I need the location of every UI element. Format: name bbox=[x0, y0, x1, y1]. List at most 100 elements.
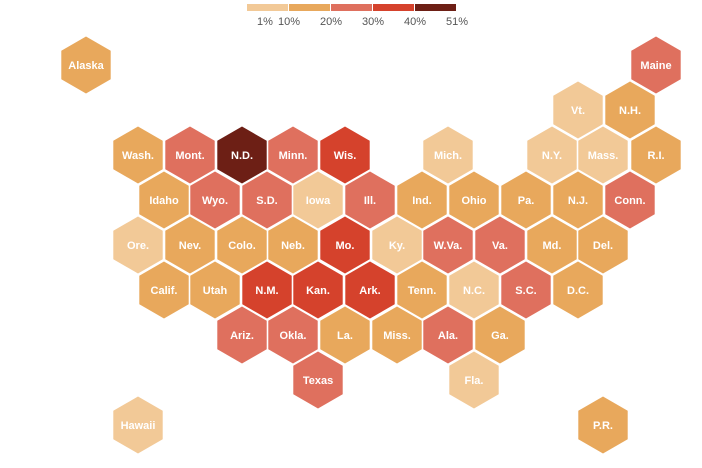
state-tile bbox=[578, 396, 628, 454]
state-label: Okla. bbox=[280, 330, 307, 342]
state-tile bbox=[139, 261, 189, 319]
state-label: D.C. bbox=[567, 285, 589, 297]
state-tile bbox=[268, 126, 318, 184]
state-label: Ark. bbox=[359, 285, 380, 297]
state-label: Va. bbox=[492, 240, 508, 252]
state-label: Kan. bbox=[306, 285, 330, 297]
state-tile bbox=[553, 171, 603, 229]
legend-swatch bbox=[331, 4, 372, 11]
state-tile bbox=[242, 171, 292, 229]
state-label: Minn. bbox=[279, 150, 308, 162]
state-label: Fla. bbox=[465, 375, 484, 387]
state-label: Ga. bbox=[491, 330, 509, 342]
state-tile bbox=[475, 216, 525, 274]
legend-swatch bbox=[289, 4, 330, 11]
state-label: Miss. bbox=[383, 330, 411, 342]
state-tile bbox=[501, 261, 551, 319]
state-label: Colo. bbox=[228, 240, 256, 252]
state-tile bbox=[268, 306, 318, 364]
state-label: Idaho bbox=[149, 195, 179, 207]
state-label: Md. bbox=[543, 240, 562, 252]
state-label: La. bbox=[337, 330, 353, 342]
state-tile bbox=[605, 81, 655, 139]
state-label: Texas bbox=[303, 375, 333, 387]
state-label: N.D. bbox=[231, 150, 253, 162]
state-tile bbox=[397, 261, 447, 319]
state-tile bbox=[372, 306, 422, 364]
state-tile bbox=[190, 171, 240, 229]
state-label: Wis. bbox=[334, 150, 357, 162]
state-label: Nev. bbox=[179, 240, 201, 252]
legend-label: 20% bbox=[320, 16, 342, 28]
state-label: Neb. bbox=[281, 240, 305, 252]
state-label: N.C. bbox=[463, 285, 485, 297]
state-tile bbox=[578, 216, 628, 274]
state-label: Mont. bbox=[175, 150, 204, 162]
state-label: Tenn. bbox=[408, 285, 437, 297]
state-label: Pa. bbox=[518, 195, 535, 207]
state-tile bbox=[293, 351, 343, 409]
legend-label: 40% bbox=[404, 16, 426, 28]
state-label: N.J. bbox=[568, 195, 588, 207]
state-tile bbox=[293, 261, 343, 319]
legend-label: 30% bbox=[362, 16, 384, 28]
legend-label: 10% bbox=[278, 16, 300, 28]
state-label: Ind. bbox=[412, 195, 432, 207]
state-tile bbox=[578, 126, 628, 184]
state-tile bbox=[242, 261, 292, 319]
state-label: Del. bbox=[593, 240, 613, 252]
state-label: P.R. bbox=[593, 420, 613, 432]
state-tile bbox=[475, 306, 525, 364]
state-label: Calif. bbox=[151, 285, 178, 297]
state-tile bbox=[423, 126, 473, 184]
legend-swatch bbox=[247, 4, 288, 11]
state-tile bbox=[217, 306, 267, 364]
state-tile bbox=[527, 126, 577, 184]
state-tile bbox=[165, 126, 215, 184]
state-label: R.I. bbox=[647, 150, 664, 162]
state-tile bbox=[553, 261, 603, 319]
state-tile bbox=[61, 36, 111, 94]
state-tile bbox=[190, 261, 240, 319]
state-tile bbox=[345, 261, 395, 319]
state-label: Utah bbox=[203, 285, 228, 297]
state-tile bbox=[113, 126, 163, 184]
state-label: Wash. bbox=[122, 150, 154, 162]
state-tile bbox=[113, 216, 163, 274]
state-label: S.C. bbox=[515, 285, 536, 297]
state-tile bbox=[397, 171, 447, 229]
state-label: Ariz. bbox=[230, 330, 254, 342]
legend-swatch bbox=[373, 4, 414, 11]
state-label: Ill. bbox=[364, 195, 376, 207]
state-label: Mich. bbox=[434, 150, 462, 162]
state-tile bbox=[165, 216, 215, 274]
state-tile bbox=[423, 306, 473, 364]
state-tile bbox=[449, 261, 499, 319]
state-tile bbox=[449, 171, 499, 229]
state-label: Mo. bbox=[336, 240, 355, 252]
legend-swatch bbox=[415, 4, 456, 11]
state-label: Alaska bbox=[68, 60, 104, 72]
state-tile bbox=[501, 171, 551, 229]
state-tile bbox=[553, 81, 603, 139]
state-tile bbox=[449, 351, 499, 409]
state-tile bbox=[372, 216, 422, 274]
state-tile bbox=[217, 216, 267, 274]
state-label: Ala. bbox=[438, 330, 458, 342]
state-label: Ky. bbox=[389, 240, 405, 252]
state-tile bbox=[345, 171, 395, 229]
state-label: N.H. bbox=[619, 105, 641, 117]
state-tile bbox=[293, 171, 343, 229]
state-label: Ohio bbox=[461, 195, 486, 207]
state-label: Ore. bbox=[127, 240, 149, 252]
state-tile bbox=[139, 171, 189, 229]
state-label: Hawaii bbox=[121, 420, 156, 432]
legend-label: 51% bbox=[446, 16, 468, 28]
legend-label: 1% bbox=[257, 16, 273, 28]
state-tile bbox=[423, 216, 473, 274]
state-label: Conn. bbox=[614, 195, 645, 207]
state-tile bbox=[113, 396, 163, 454]
state-tile bbox=[631, 36, 681, 94]
